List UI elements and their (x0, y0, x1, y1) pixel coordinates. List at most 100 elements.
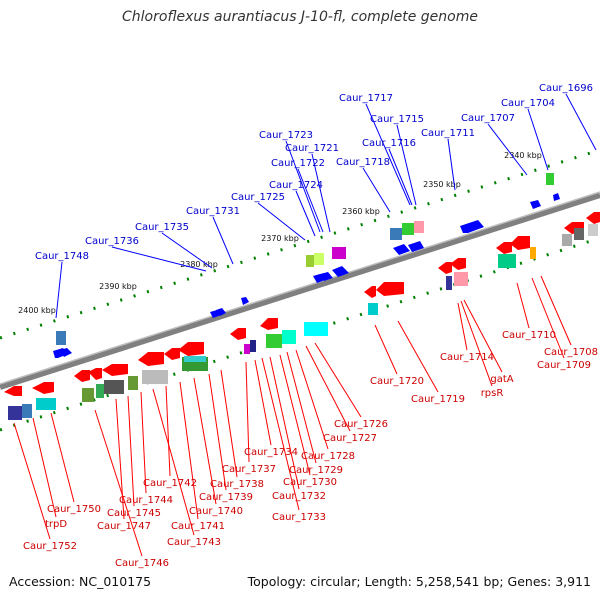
gene-arrow-forward (553, 193, 560, 201)
gene-label-forward: Caur_1696 (539, 83, 593, 94)
gene-label-leader (362, 167, 391, 213)
gene-label-leader (140, 391, 147, 494)
gene-label-leader (460, 300, 493, 387)
feature-block (390, 228, 402, 240)
gene-label-leader (161, 232, 213, 269)
gene-arrow-reverse (230, 328, 246, 340)
gene-label-reverse: Caur_1719 (411, 394, 465, 405)
feature-block (244, 344, 250, 354)
genome-backbone (0, 192, 600, 390)
gene-arrow-reverse (32, 382, 54, 394)
gene-label-forward: Caur_1723 (259, 130, 313, 141)
gene-label-reverse: Caur_1741 (171, 521, 225, 532)
feature-block (250, 340, 256, 352)
feature-block (128, 376, 138, 390)
feature-block (454, 272, 468, 286)
gene-label-reverse: Caur_1746 (115, 558, 169, 569)
gene-label-leader (193, 377, 217, 505)
gene-label-reverse: Caur_1727 (323, 433, 377, 444)
gene-label-forward: Caur_1724 (269, 180, 323, 191)
feature-block (414, 221, 424, 233)
gene-label-leader (516, 282, 530, 329)
gene-label-leader (397, 320, 439, 393)
gene-label-reverse: Caur_1747 (97, 521, 151, 532)
gene-label-forward: Caur_1707 (461, 113, 515, 124)
gene-label-reverse: Caur_1714 (440, 352, 494, 363)
gene-label-leader (127, 395, 135, 507)
gene-label-leader (179, 381, 199, 520)
gene-arrow-reverse (438, 262, 452, 274)
gene-arrow-reverse (102, 364, 128, 376)
gene-label-leader (540, 275, 572, 346)
gene-label-leader (285, 140, 321, 233)
map-title: Chloroflexus aurantiacus J-10-fl, comple… (122, 9, 478, 25)
forward-genes (53, 193, 560, 358)
gene-label-reverse: Caur_1732 (272, 491, 326, 502)
gene-label-leader (457, 302, 468, 351)
gene-arrow-forward (313, 274, 325, 283)
gene-arrow-reverse (88, 368, 102, 380)
gene-label-leader (32, 417, 57, 518)
gene-label-leader (165, 385, 171, 477)
feature-block (588, 224, 598, 236)
gene-label-leader (295, 349, 329, 450)
gene-label-forward: Caur_1711 (421, 128, 475, 139)
feature-block (96, 384, 104, 398)
scale-label: 2380 kbp (180, 260, 218, 269)
gene-label-leader (463, 299, 503, 373)
gene-label-reverse: Caur_1742 (143, 478, 197, 489)
gene-label-forward: Caur_1715 (370, 114, 424, 125)
gene-label-reverse: trpD (45, 519, 67, 530)
feature-block (402, 223, 414, 235)
feature-block (530, 247, 536, 259)
gene-arrow-reverse (586, 212, 600, 224)
gene-label-leader (152, 388, 195, 536)
gene-label-leader (314, 342, 362, 418)
gene-label-forward: Caur_1731 (186, 206, 240, 217)
gene-label-leader (220, 369, 238, 478)
gene-label-reverse: Caur_1750 (47, 504, 101, 515)
gene-label-forward: Caur_1736 (85, 236, 139, 247)
gene-label-forward: Caur_1725 (231, 192, 285, 203)
gene-label-reverse: Caur_1729 (289, 465, 343, 476)
gene-arrow-forward (241, 297, 249, 305)
gene-label-leader (279, 354, 311, 476)
forward-gene-labels: Caur_1696 Caur_1704 Caur_1707 Caur_1711 Caur… (35, 83, 597, 319)
gene-label-forward: Caur_1721 (285, 143, 339, 154)
gene-label-leader (305, 345, 351, 432)
gene-arrow-reverse (364, 286, 376, 298)
feature-block (574, 228, 584, 240)
gene-label-reverse: Caur_1728 (301, 451, 355, 462)
gene-label-leader (396, 124, 417, 206)
feature-block (306, 255, 314, 267)
gene-arrow-reverse (496, 242, 512, 254)
feature-block (36, 398, 56, 410)
feature-block (282, 330, 296, 344)
gene-label-leader (94, 409, 143, 557)
gene-arrow-reverse (510, 236, 530, 250)
gene-arrow-forward (408, 241, 424, 252)
feature-block (184, 356, 206, 362)
gene-label-leader (447, 138, 456, 191)
scale-label: 2390 kbp (99, 282, 137, 291)
gene-label-reverse: Caur_1740 (189, 506, 243, 517)
gene-label-reverse: rpsR (481, 388, 504, 399)
gene-arrow-forward (332, 266, 349, 277)
scale-labels: 2340 kbp 2350 kbp 2360 kbp 2370 kbp 2380 kbp… (18, 151, 542, 315)
feature-block (142, 370, 168, 384)
feature-block (314, 253, 324, 265)
gene-arrow-forward (460, 220, 484, 233)
gene-label-reverse: Caur_1745 (107, 508, 161, 519)
gene-label-reverse: Caur_1738 (210, 479, 264, 490)
topology-text: Topology: circular; Length: 5,258,541 bp… (247, 574, 591, 589)
gene-label-reverse: Caur_1752 (23, 541, 77, 552)
gene-label-forward: Caur_1735 (135, 222, 189, 233)
feature-block (546, 173, 554, 185)
gene-label-reverse: Caur_1709 (537, 360, 591, 371)
accession-text: Accession: NC_010175 (9, 574, 152, 589)
feature-block (446, 276, 452, 290)
gene-label-reverse: Caur_1708 (544, 347, 598, 358)
gene-arrow-forward (393, 244, 410, 255)
feature-block (498, 254, 516, 268)
